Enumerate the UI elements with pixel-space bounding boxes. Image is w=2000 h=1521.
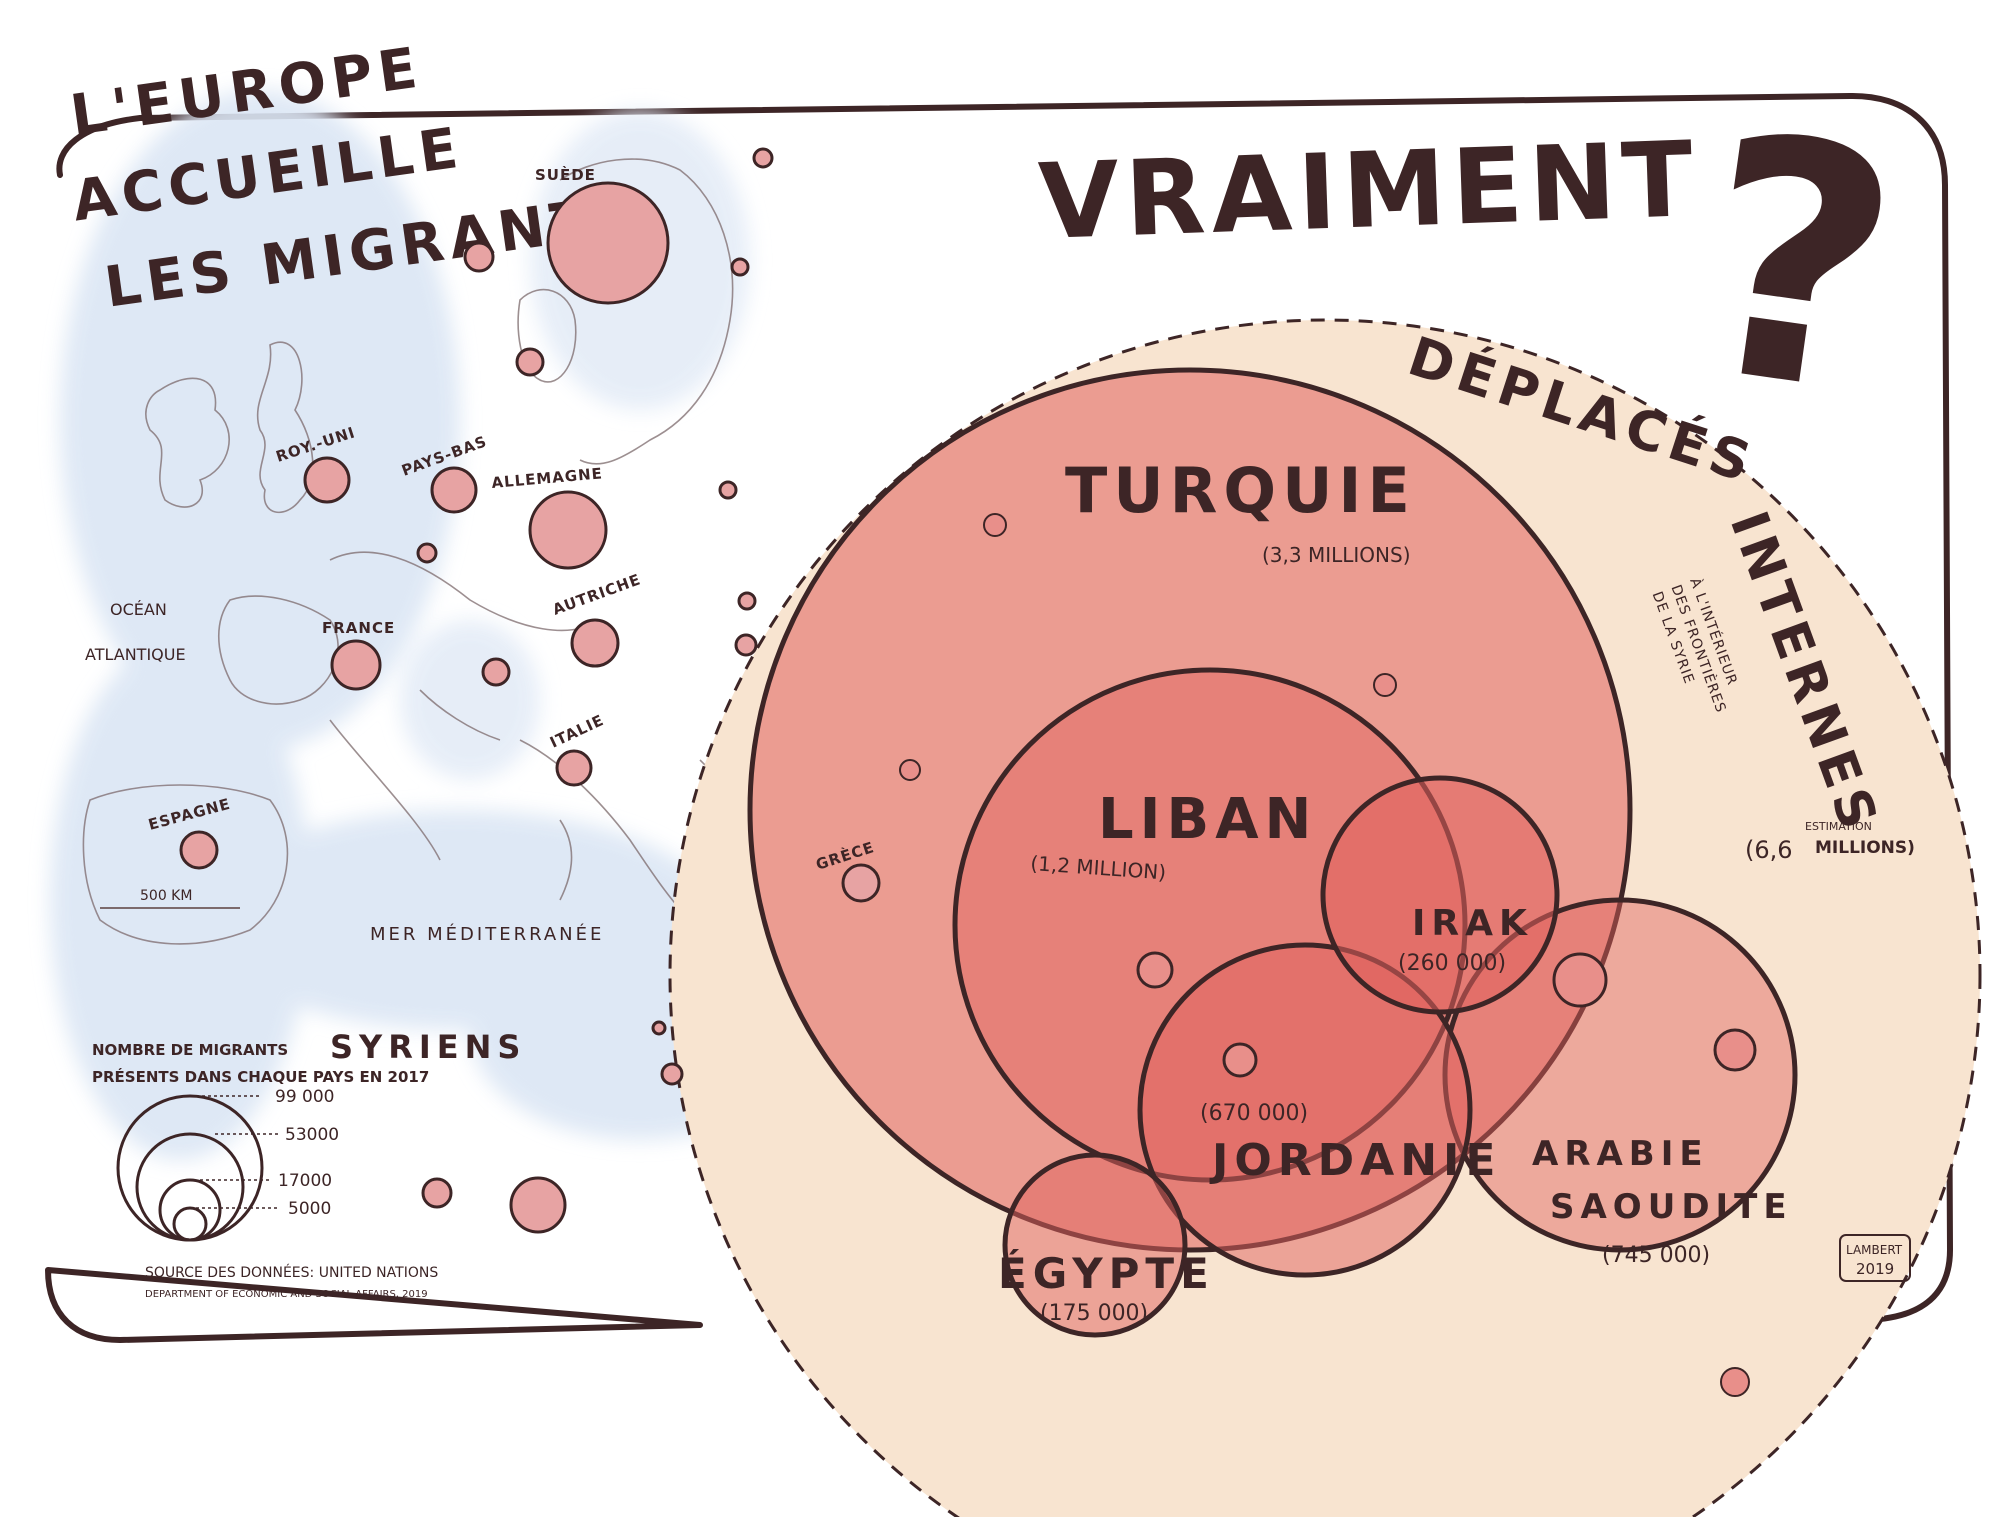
question-title: VRAIMENT	[1037, 118, 1701, 263]
ocean-label-line1: OCÉAN	[110, 600, 167, 619]
legend-value-1: 99 000	[275, 1087, 334, 1107]
egypte-bubble	[1002, 1152, 1188, 1338]
displaced-value-prefix: (6,6	[1745, 836, 1793, 864]
ocean-label-line2: ATLANTIQUE	[85, 645, 186, 664]
royaume-uni-bubble	[303, 456, 351, 504]
italie-bubble	[555, 749, 593, 787]
sea-label: MER MÉDITERRANÉE	[370, 923, 604, 945]
frame-border	[45, 92, 1953, 1343]
signature-line2: 2019	[1856, 1260, 1894, 1278]
turquie-name: TURQUIE	[1065, 454, 1416, 527]
signature: LAMBERT 2019	[1839, 1234, 1911, 1282]
turquie-value: (3,3 MILLIONS)	[1262, 543, 1411, 567]
sea-wash	[50, 90, 810, 1160]
egypte-name: ÉGYPTE	[998, 1248, 1215, 1298]
question-mark: ?	[1675, 63, 1924, 471]
country-label-allemagne: ALLEMAGNE	[491, 464, 604, 492]
autriche-bubble	[570, 618, 620, 668]
irak-name: IRAK	[1412, 903, 1533, 944]
legend-value-4: 5000	[288, 1199, 331, 1219]
grece-bubble	[841, 863, 881, 903]
arabie-name-2: SAOUDITE	[1550, 1187, 1793, 1227]
pays-bas-bubble	[430, 466, 478, 514]
country-label-suede: SUÈDE	[535, 165, 596, 184]
legend-value-2: 53000	[285, 1125, 339, 1145]
scale-label: 500 KM	[140, 888, 192, 904]
country-label-autriche: AUTRICHE	[550, 570, 643, 619]
egypte-value: (175 000)	[1040, 1301, 1148, 1326]
legend-title-line2: PRÉSENTS DANS CHAQUE PAYS EN 2017	[92, 1067, 429, 1086]
signature-line1: LAMBERT	[1846, 1243, 1903, 1257]
suede-bubble	[546, 181, 670, 305]
arabie-name: ARABIE	[1532, 1134, 1709, 1174]
source-line2: DEPARTMENT OF ECONOMIC AND SOCIAL AFFAIR…	[145, 1289, 428, 1300]
legend-title-prefix: NOMBRE DE MIGRANTS	[92, 1041, 288, 1059]
source-line1: SOURCE DES DONNÉES: UNITED NATIONS	[145, 1264, 438, 1281]
displaced-estimate-tag: ESTIMATION	[1805, 820, 1872, 833]
jordanie-bubble	[1137, 942, 1473, 1278]
irak-value: (260 000)	[1398, 951, 1506, 976]
espagne-bubble	[179, 830, 219, 870]
europe-bubbles	[179, 147, 881, 1234]
host-bubbles	[747, 367, 1798, 1397]
legend-title-emph: SYRIENS	[330, 1028, 526, 1066]
france-bubble	[330, 639, 382, 691]
legend: NOMBRE DE MIGRANTS SYRIENS PRÉSENTS DANS…	[92, 1028, 526, 1242]
irak-bubble	[1320, 775, 1560, 1015]
jordanie-name: JORDANIE	[1209, 1135, 1501, 1186]
country-label-italie: ITALIE	[547, 711, 607, 752]
jordanie-value: (670 000)	[1200, 1101, 1308, 1126]
allemagne-bubble	[528, 490, 608, 570]
displaced-value-suffix: MILLIONS)	[1815, 838, 1915, 858]
arabie-value: (745 000)	[1602, 1243, 1710, 1268]
liban-name: LIBAN	[1098, 787, 1317, 852]
country-label-france: FRANCE	[322, 619, 395, 637]
legend-value-3: 17000	[278, 1171, 332, 1191]
